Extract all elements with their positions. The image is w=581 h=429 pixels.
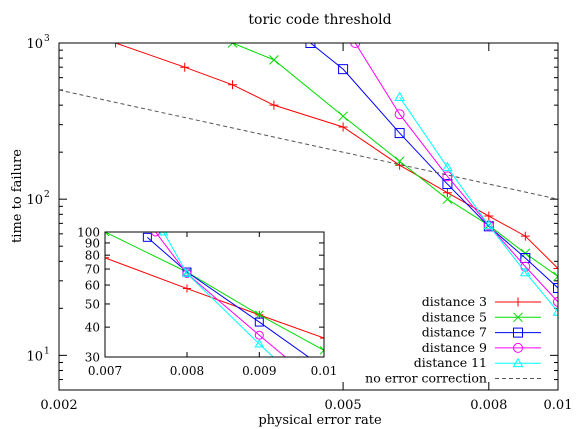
inset-x-tick-label: 0.01 [311, 364, 338, 378]
series-line [147, 236, 310, 357]
data-point [338, 122, 348, 132]
series-line [59, 89, 558, 200]
data-point [484, 211, 494, 221]
series-distance-11 [158, 232, 274, 357]
series-line [232, 43, 558, 277]
x-tick-label: 0.002 [40, 398, 77, 413]
chart-title: toric code threshold [248, 12, 391, 28]
data-point [442, 179, 453, 190]
inset-y-tick-label: 60 [85, 279, 100, 293]
data-point [105, 253, 109, 262]
y-tick-label-exponent: 3 [44, 34, 50, 44]
inset-y-tick-label: 80 [85, 249, 100, 263]
legend-swatch-marker [513, 342, 523, 353]
data-point [394, 91, 405, 102]
series-line [163, 232, 274, 357]
series-line [354, 43, 558, 303]
data-point [158, 232, 169, 236]
legend-label: no error correction [365, 371, 487, 386]
inset-x-tick-label: 0.009 [242, 364, 276, 378]
inset-x-tick-label: 0.008 [170, 364, 204, 378]
series-line [310, 43, 558, 289]
legend-label: distance 11 [414, 355, 487, 370]
data-point [319, 345, 324, 355]
data-point [552, 306, 558, 316]
legend-label: distance 7 [422, 325, 487, 340]
legend-swatch-marker [513, 297, 523, 307]
data-point [111, 43, 121, 48]
series-no-error-correction [59, 89, 558, 200]
legend-swatch-marker [513, 327, 523, 338]
y-tick-label-exponent: 1 [44, 346, 50, 356]
data-point [254, 317, 264, 327]
data-point [553, 296, 558, 307]
data-point [553, 263, 558, 273]
data-point [228, 80, 238, 90]
data-point [394, 128, 405, 139]
series-line [105, 232, 324, 351]
series-distance-7 [142, 232, 310, 357]
data-point [180, 62, 190, 72]
plot-frame [58, 42, 559, 391]
data-point [320, 334, 324, 343]
data-point [269, 100, 279, 110]
inset-y-tick-label: 70 [85, 263, 100, 277]
data-point [305, 43, 316, 48]
legend-label: distance 5 [422, 309, 487, 324]
legend-label: distance 9 [422, 340, 487, 355]
data-point [483, 219, 495, 230]
series-line [115, 43, 558, 269]
data-point [182, 268, 192, 278]
x-tick-label: 0.008 [470, 398, 507, 413]
legend-swatch-marker [512, 357, 524, 368]
data-point [142, 232, 152, 242]
series-distance-9 [350, 43, 558, 307]
data-point [394, 109, 405, 120]
data-point [338, 111, 348, 122]
legend-swatch-marker [513, 312, 523, 323]
series-line [399, 96, 558, 313]
inset-y-tick-label: 90 [85, 236, 100, 250]
data-point [350, 43, 361, 48]
data-point [182, 284, 191, 293]
data-point [150, 232, 160, 237]
data-point [320, 385, 328, 393]
inset-x-tick-label: 0.007 [88, 364, 122, 378]
data-point [442, 161, 453, 172]
data-point [227, 43, 238, 48]
y-tick-label: 10 [26, 193, 43, 208]
series-line [155, 232, 287, 357]
data-point [254, 338, 265, 348]
data-point [553, 271, 558, 282]
inset-y-tick-label: 50 [85, 297, 100, 311]
data-point [442, 188, 452, 198]
data-point [105, 232, 110, 237]
y-tick-label: 10 [26, 349, 43, 364]
inset-y-tick-label: 100 [77, 226, 100, 240]
y-axis-label: time to failure [10, 149, 25, 243]
inset-frame [104, 231, 325, 358]
data-point [269, 54, 279, 65]
data-point [442, 194, 453, 205]
legend-label: distance 3 [422, 294, 487, 309]
y-tick-label: 10 [26, 37, 43, 52]
inset-y-tick-label: 30 [85, 351, 100, 365]
y-tick-label-exponent: 2 [44, 190, 50, 200]
x-tick-label: 0.005 [324, 398, 361, 413]
data-point [520, 231, 530, 241]
inset-background [105, 232, 324, 357]
x-tick-label: 0.01 [544, 398, 573, 413]
data-point [519, 266, 531, 277]
series-line [105, 257, 324, 339]
series-distance-11 [394, 91, 558, 316]
data-point [553, 282, 558, 293]
inset-y-tick-label: 40 [85, 321, 100, 335]
x-axis-label: physical error rate [258, 413, 382, 428]
data-point [338, 64, 349, 75]
